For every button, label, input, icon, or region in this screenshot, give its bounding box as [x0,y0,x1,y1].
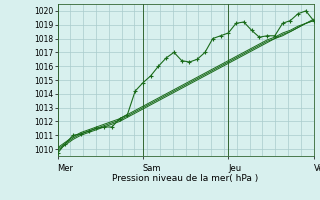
X-axis label: Pression niveau de la mer( hPa ): Pression niveau de la mer( hPa ) [112,174,259,183]
